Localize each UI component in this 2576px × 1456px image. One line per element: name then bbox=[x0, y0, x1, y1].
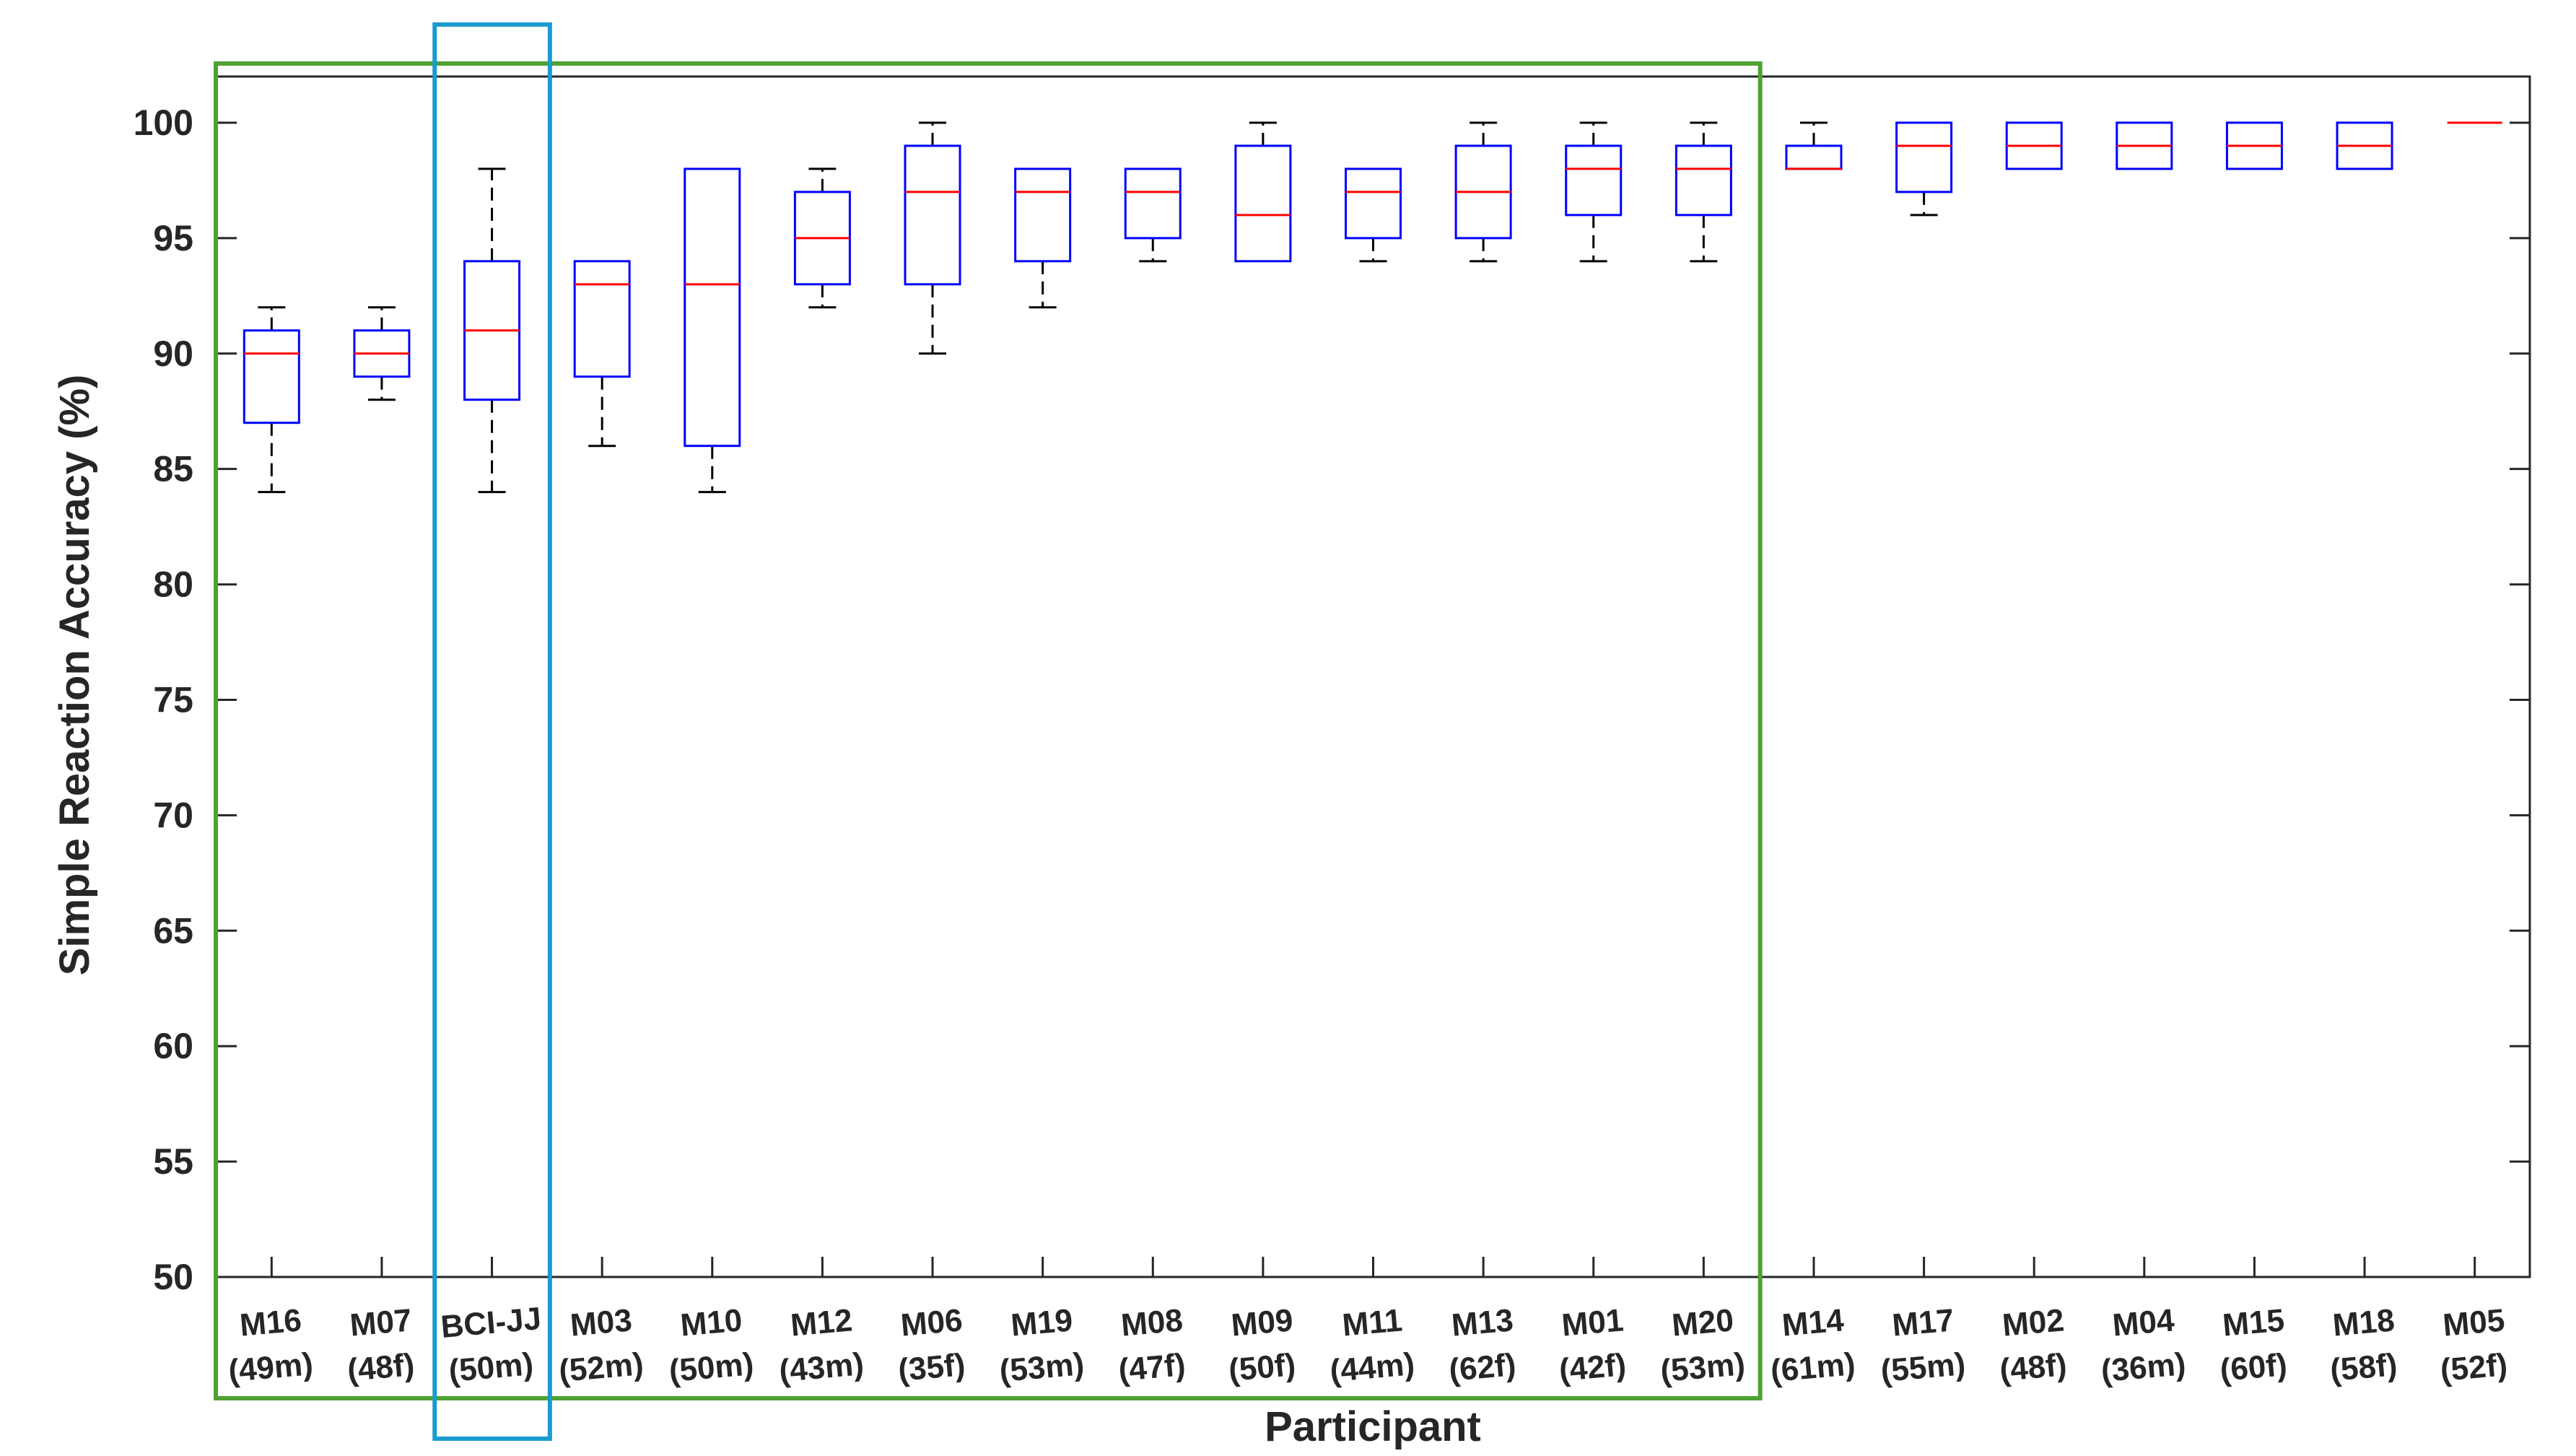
x-axis-title: Participant bbox=[1265, 1403, 1481, 1450]
iqr-box bbox=[1014, 167, 1072, 263]
box-M08 bbox=[1124, 167, 1182, 263]
box-M01 bbox=[1565, 121, 1623, 263]
y-axis: 50 55 60 65 70 75 80 85 90 95 100 bbox=[134, 103, 2530, 1297]
x-tick-label-sub: (50f) bbox=[1227, 1347, 1297, 1388]
x-tick-label-sub: (52m) bbox=[557, 1346, 645, 1389]
iqr-box bbox=[904, 144, 961, 286]
x-tick-label-sub: (55m) bbox=[1879, 1346, 1967, 1389]
x-tick-label-sub: (42f) bbox=[1558, 1347, 1628, 1388]
x-tick-label-id: M16 bbox=[238, 1302, 303, 1343]
x-tick-label-id: M03 bbox=[569, 1302, 634, 1343]
group-box bbox=[214, 61, 1763, 1400]
x-tick-label-id: M20 bbox=[1670, 1302, 1735, 1343]
box-M15 bbox=[2225, 121, 2283, 170]
group-overlays bbox=[214, 22, 1763, 1441]
x-tick-label-sub: (50m) bbox=[668, 1346, 755, 1389]
x-tick-label-id: M17 bbox=[1891, 1302, 1956, 1343]
box-M10 bbox=[684, 167, 741, 494]
x-tick-label-id: M13 bbox=[1450, 1302, 1515, 1343]
iqr-box bbox=[684, 167, 741, 448]
y-tick-label: 100 bbox=[134, 103, 193, 143]
y-tick-label: 85 bbox=[153, 449, 193, 489]
x-tick-label-id: M04 bbox=[2111, 1302, 2176, 1343]
box-M07 bbox=[353, 306, 411, 401]
y-tick-label: 90 bbox=[153, 334, 193, 374]
x-tick-label-sub: (58f) bbox=[2328, 1347, 2398, 1388]
x-tick-label-sub: (47f) bbox=[1117, 1347, 1187, 1388]
x-tick-label-id: M09 bbox=[1230, 1302, 1295, 1343]
x-tick-label-sub: (52f) bbox=[2439, 1347, 2509, 1388]
box-M17 bbox=[1895, 121, 1953, 217]
x-tick-label-id: M01 bbox=[1560, 1302, 1625, 1343]
x-tick-label-sub: (48f) bbox=[1999, 1347, 2069, 1388]
x-tick-label-sub: (60f) bbox=[2219, 1347, 2289, 1388]
box-M13 bbox=[1454, 121, 1512, 263]
box-M12 bbox=[793, 167, 851, 309]
y-tick-label: 50 bbox=[153, 1257, 193, 1297]
x-tick-label-id: M14 bbox=[1781, 1302, 1846, 1343]
x-tick-label-id: M11 bbox=[1341, 1303, 1404, 1343]
box-M18 bbox=[2336, 121, 2393, 170]
iqr-box bbox=[1675, 144, 1732, 217]
box-M04 bbox=[2116, 121, 2173, 170]
x-tick-label-sub: (44m) bbox=[1329, 1346, 1416, 1389]
box-M20 bbox=[1675, 121, 1732, 263]
iqr-box bbox=[573, 260, 631, 378]
x-tick-label-id: M02 bbox=[2001, 1302, 2066, 1343]
y-tick-label: 65 bbox=[153, 910, 193, 951]
x-tick-label-sub: (62f) bbox=[1447, 1347, 1517, 1388]
x-tick-label-id: M07 bbox=[349, 1302, 414, 1343]
x-tick-label-sub: (53m) bbox=[998, 1346, 1086, 1389]
plot-area bbox=[215, 75, 2531, 1278]
x-tick-label-sub: (50m) bbox=[447, 1346, 535, 1389]
box-M16 bbox=[243, 306, 300, 494]
x-tick-label-sub: (53m) bbox=[1659, 1346, 1746, 1389]
boxes bbox=[243, 121, 2502, 494]
iqr-box bbox=[1345, 167, 1402, 240]
iqr-box bbox=[1124, 167, 1182, 240]
iqr-box bbox=[1234, 144, 1292, 263]
x-tick-label-sub: (43m) bbox=[778, 1346, 865, 1389]
box-M02 bbox=[2005, 121, 2063, 170]
y-tick-label: 95 bbox=[153, 218, 193, 258]
x-tick-label-sub: (36m) bbox=[2100, 1346, 2187, 1389]
x-tick-label-id: M08 bbox=[1119, 1302, 1184, 1343]
y-tick-label: 60 bbox=[153, 1026, 193, 1066]
y-axis-title: Simple Reaction Accuracy (%) bbox=[51, 375, 98, 976]
x-tick-label-sub: (61m) bbox=[1769, 1346, 1856, 1389]
x-tick-label-id: M18 bbox=[2331, 1302, 2396, 1343]
x-tick-label-sub: (48f) bbox=[346, 1347, 416, 1388]
y-tick-label: 55 bbox=[153, 1141, 193, 1182]
iqr-box bbox=[1565, 144, 1623, 217]
iqr-box bbox=[1895, 121, 1953, 193]
x-tick-label-id: M12 bbox=[789, 1302, 854, 1343]
box-BCI-JJ bbox=[463, 167, 521, 494]
box-M03 bbox=[573, 260, 631, 448]
x-tick-label-id: BCI-JJ bbox=[440, 1301, 543, 1345]
box-M11 bbox=[1345, 167, 1402, 263]
box-M06 bbox=[904, 121, 961, 355]
x-tick-label-id: M15 bbox=[2221, 1302, 2286, 1343]
box-M19 bbox=[1014, 167, 1072, 309]
x-tick-label-id: M10 bbox=[679, 1302, 744, 1343]
x-tick-label-id: M19 bbox=[1010, 1302, 1075, 1343]
x-tick-label-id: M05 bbox=[2442, 1302, 2507, 1343]
x-tick-label-sub: (49m) bbox=[227, 1346, 314, 1389]
iqr-box bbox=[243, 329, 300, 424]
box-M14 bbox=[1785, 121, 1843, 170]
box-M09 bbox=[1234, 121, 1292, 263]
y-tick-label: 70 bbox=[153, 795, 193, 835]
y-tick-label: 75 bbox=[153, 679, 193, 720]
x-tick-labels: M16(49m)M07(48f)BCI-JJ(50m)M03(52m)M10(5… bbox=[227, 1257, 2509, 1389]
y-tick-label: 80 bbox=[153, 564, 193, 605]
highlight-box bbox=[432, 22, 552, 1441]
x-tick-label-sub: (35f) bbox=[896, 1347, 966, 1388]
x-tick-label-id: M06 bbox=[899, 1302, 964, 1343]
